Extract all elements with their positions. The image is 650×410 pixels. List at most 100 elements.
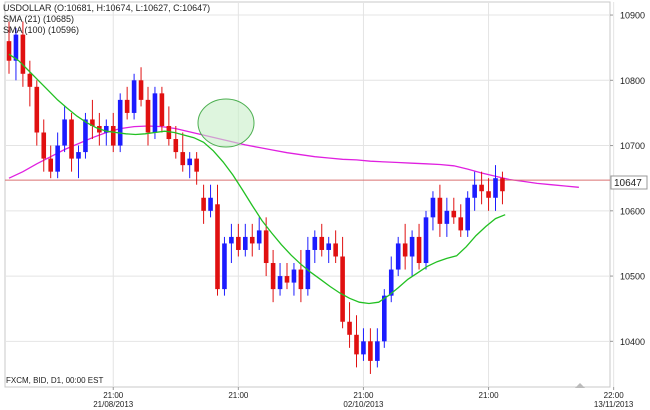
candle-body-up: [243, 236, 248, 250]
candle: [117, 93, 123, 153]
candle-body-up: [375, 341, 380, 361]
candle: [222, 236, 227, 296]
candle-body-down: [69, 119, 74, 159]
candle: [27, 60, 33, 107]
scroll-marker-icon[interactable]: [575, 383, 585, 388]
sma-100-legend: SMA (100) (10596): [3, 25, 79, 35]
candle-body-down: [354, 334, 359, 355]
x-tick-date: 13/11/2013: [594, 400, 634, 409]
candle-body-up: [326, 243, 331, 250]
candle: [354, 315, 359, 368]
x-tick-time: 21:00: [479, 391, 500, 400]
candle: [20, 21, 26, 87]
candle-body-down: [236, 236, 241, 250]
candle: [423, 210, 429, 270]
candle-body-down: [110, 125, 116, 146]
candle: [41, 119, 47, 172]
candle-body-down: [340, 256, 345, 322]
candle-body-up: [104, 125, 109, 133]
candle: [402, 223, 408, 270]
candle: [229, 223, 234, 264]
candle-body-down: [416, 236, 422, 264]
candle: [166, 106, 172, 146]
y-tick-label: 10500: [620, 272, 645, 282]
x-tick-date: 21/08/2013: [93, 400, 134, 409]
candle: [319, 223, 325, 257]
candle-body-up: [409, 236, 415, 257]
candle-body-down: [27, 73, 33, 87]
candle-body-down: [368, 341, 373, 361]
candle-body-up: [83, 119, 88, 153]
candle-body-up: [76, 152, 81, 159]
candle: [215, 184, 220, 296]
candle: [493, 165, 498, 211]
candle-body-up: [208, 197, 213, 211]
candle-body-up: [277, 276, 283, 290]
y-tick-label: 10900: [620, 11, 645, 21]
candle-body-up: [256, 230, 262, 244]
candle: [243, 223, 248, 257]
candle-body-down: [298, 269, 304, 290]
y-tick-label: 10400: [620, 337, 645, 347]
candle: [13, 28, 19, 81]
candle-body-down: [201, 197, 206, 211]
candle: [104, 119, 109, 146]
candle-body-up: [493, 178, 498, 198]
candle-body-up: [229, 236, 234, 244]
candle: [479, 171, 484, 205]
candle-body-down: [173, 139, 179, 153]
candle: [500, 171, 505, 205]
candle: [76, 145, 81, 179]
candle: [138, 67, 144, 107]
candle-body-down: [166, 125, 172, 140]
candle: [249, 223, 255, 257]
x-tick-time: 21:00: [228, 391, 249, 400]
candle-body-up: [465, 197, 470, 231]
data-source-label: FXCM, BID, D1, 00:00 EST: [6, 376, 103, 385]
candle: [333, 230, 338, 264]
candle: [180, 132, 186, 172]
candle: [263, 217, 269, 277]
candle-body-up: [152, 93, 158, 133]
candle: [368, 328, 373, 374]
candle: [159, 86, 165, 133]
candle: [472, 171, 477, 211]
candle-body-down: [41, 132, 47, 159]
candle: [277, 263, 283, 296]
candle-body-up: [222, 243, 227, 290]
candle-body-down: [48, 158, 53, 172]
candle: [298, 249, 304, 303]
x-tick-time: 21:00: [353, 391, 374, 400]
candle: [458, 204, 464, 237]
candle: [48, 145, 53, 179]
y-tick-label: 10700: [620, 141, 645, 151]
candle: [69, 112, 74, 172]
candle-body-down: [319, 236, 325, 250]
candle: [361, 328, 366, 361]
candle-body-up: [444, 210, 450, 224]
candle: [291, 263, 297, 296]
candle: [430, 191, 436, 231]
candle-body-up: [423, 217, 429, 264]
candle: [131, 73, 137, 120]
candle-body-down: [124, 99, 130, 113]
candle-body-down: [159, 93, 165, 126]
candle-body-down: [500, 178, 505, 192]
candle: [388, 256, 394, 303]
candle-body-up: [131, 80, 137, 113]
sma-21-line: [8, 53, 506, 305]
candle-body-down: [145, 99, 151, 133]
candle: [444, 197, 450, 237]
crossover-highlight: [197, 98, 255, 148]
y-tick-label: 10800: [620, 76, 645, 86]
sma-21-legend: SMA (21) (10685): [3, 14, 74, 24]
candle: [187, 152, 192, 179]
axes: 10400105001060010700108001090021:0021/08…: [93, 11, 645, 409]
x-tick-time: 21:00: [103, 391, 124, 400]
sma-100-layer: [8, 125, 579, 188]
candle-body-down: [90, 119, 95, 126]
candle: [284, 263, 290, 290]
candle: [409, 230, 415, 277]
